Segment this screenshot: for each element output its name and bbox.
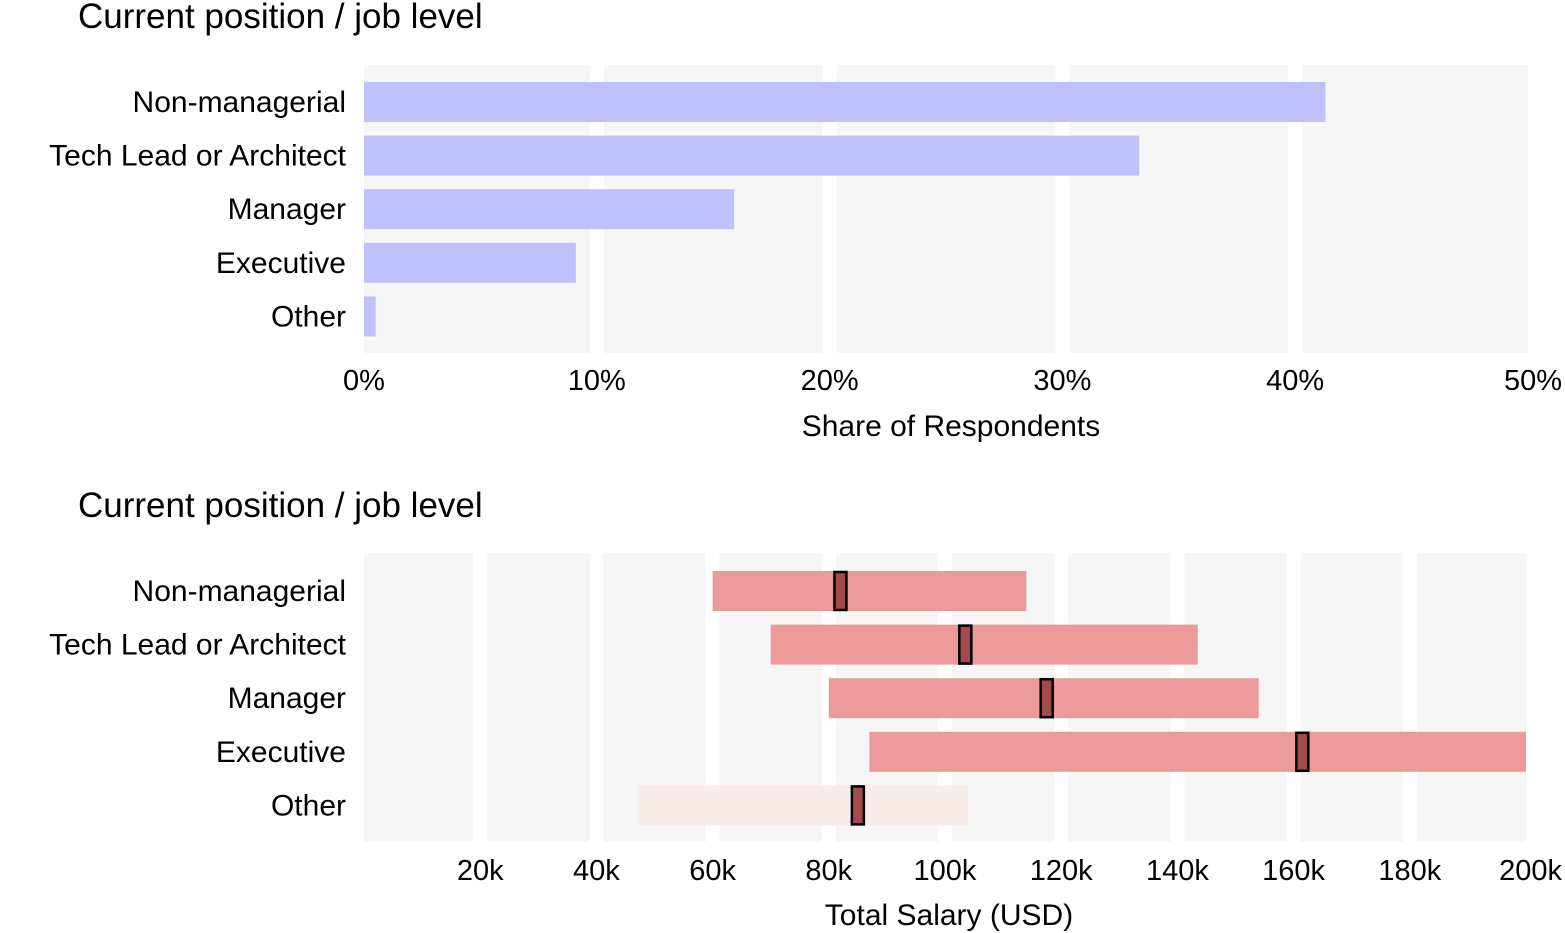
salary-chart: Current position / job level Non-manager… [49,486,1562,932]
salary-range-bar [869,731,1526,772]
x-tick-label: 10% [568,365,626,397]
x-tick-label: 180k [1378,855,1441,887]
category-label: Non-managerial [133,575,346,608]
x-tick-label: 40% [1266,365,1324,397]
bar [364,189,735,230]
category-label: Manager [228,682,346,715]
gridline [1402,553,1417,842]
x-tick-labels: 20k 40k 60k 80k 100k 120k 140k 160k 180k 200k [457,855,1563,887]
gridline [1288,65,1303,353]
median-marker [958,624,973,665]
category-label: Manager [228,193,346,226]
median-marker [850,785,866,826]
x-tick-label: 160k [1262,855,1325,887]
category-label: Executive [216,247,346,280]
chart-title: Current position / job level [78,486,483,525]
x-tick-label: 50% [1504,365,1562,397]
category-label: Non-managerial [133,86,346,119]
x-tick-label: 40k [573,855,620,887]
x-tick-label: 200k [1499,855,1562,887]
category-label: Other [271,300,346,333]
x-tick-label: 100k [914,855,977,887]
x-tick-label: 0% [343,365,385,397]
salary-range-bar [712,571,1027,611]
bar [364,242,576,283]
x-tick-label: 20% [801,365,859,397]
median-marker [833,570,848,612]
category-label: Other [271,789,346,822]
gridline [705,553,720,842]
category-label: Tech Lead or Architect [49,140,347,173]
gridline [589,553,604,842]
category-labels: Non-managerial Tech Lead or Architect Mana… [49,575,347,822]
x-axis-label: Share of Respondents [802,410,1101,443]
x-tick-label: 120k [1030,855,1093,887]
x-tick-label: 20k [457,855,504,887]
category-labels: Non-managerial Tech Lead or Architect Mana… [49,86,347,333]
x-axis-label: Total Salary (USD) [825,899,1073,932]
median-marker [1295,731,1310,773]
x-tick-label: 140k [1146,855,1209,887]
gridline [1286,553,1301,842]
range-group [637,570,1526,826]
x-tick-labels: 0% 10% 20% 30% 40% 50% [343,365,1562,397]
x-tick-label: 80k [805,855,852,887]
x-tick-label: 60k [689,855,736,887]
category-label: Executive [216,736,346,769]
salary-range-bar [637,785,969,826]
median-marker [1039,677,1054,719]
bar-group [364,82,1326,337]
respondents-chart: Current position / job level Non-manager… [49,0,1562,443]
gridline [473,553,488,842]
salary-range-bar [770,624,1198,665]
x-tick-label: 30% [1033,365,1091,397]
bar [364,296,376,337]
bar [364,135,1140,176]
category-label: Tech Lead or Architect [49,629,347,662]
chart-title: Current position / job level [78,0,483,36]
bar [364,82,1326,122]
